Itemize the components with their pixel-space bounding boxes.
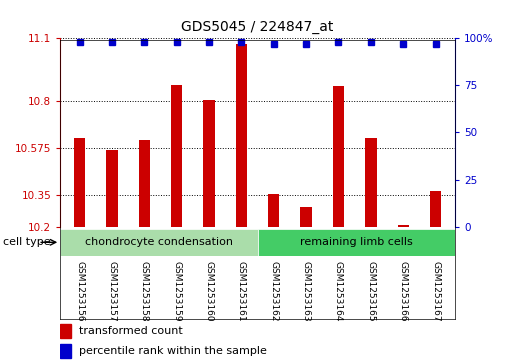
Bar bbox=[397, 225, 409, 227]
Text: GSM1253156: GSM1253156 bbox=[75, 261, 84, 322]
Bar bbox=[203, 100, 215, 227]
Text: GSM1253161: GSM1253161 bbox=[237, 261, 246, 322]
Bar bbox=[236, 44, 247, 227]
Text: GSM1253167: GSM1253167 bbox=[431, 261, 440, 322]
Text: GSM1253157: GSM1253157 bbox=[107, 261, 117, 322]
Text: GSM1253164: GSM1253164 bbox=[334, 261, 343, 322]
Text: transformed count: transformed count bbox=[79, 326, 183, 336]
Text: GSM1253166: GSM1253166 bbox=[399, 261, 408, 322]
Bar bbox=[268, 194, 279, 227]
Text: GSM1253162: GSM1253162 bbox=[269, 261, 278, 322]
Text: chondrocyte condensation: chondrocyte condensation bbox=[85, 237, 233, 247]
Text: remaining limb cells: remaining limb cells bbox=[300, 237, 413, 247]
Bar bbox=[60, 229, 257, 256]
Bar bbox=[333, 86, 344, 227]
Text: GSM1253160: GSM1253160 bbox=[204, 261, 213, 322]
Bar bbox=[300, 207, 312, 227]
Bar bbox=[74, 138, 85, 227]
Text: GSM1253159: GSM1253159 bbox=[172, 261, 181, 322]
Bar bbox=[60, 325, 71, 338]
Bar bbox=[257, 229, 455, 256]
Bar bbox=[139, 140, 150, 227]
Bar bbox=[60, 344, 71, 358]
Bar bbox=[430, 191, 441, 227]
Text: GSM1253163: GSM1253163 bbox=[302, 261, 311, 322]
Text: GSM1253165: GSM1253165 bbox=[366, 261, 376, 322]
Text: cell type: cell type bbox=[3, 237, 50, 247]
Bar bbox=[365, 138, 377, 227]
Text: GSM1253158: GSM1253158 bbox=[140, 261, 149, 322]
Bar bbox=[106, 150, 118, 227]
Text: percentile rank within the sample: percentile rank within the sample bbox=[79, 346, 267, 356]
Title: GDS5045 / 224847_at: GDS5045 / 224847_at bbox=[181, 20, 334, 34]
Bar bbox=[171, 85, 183, 227]
